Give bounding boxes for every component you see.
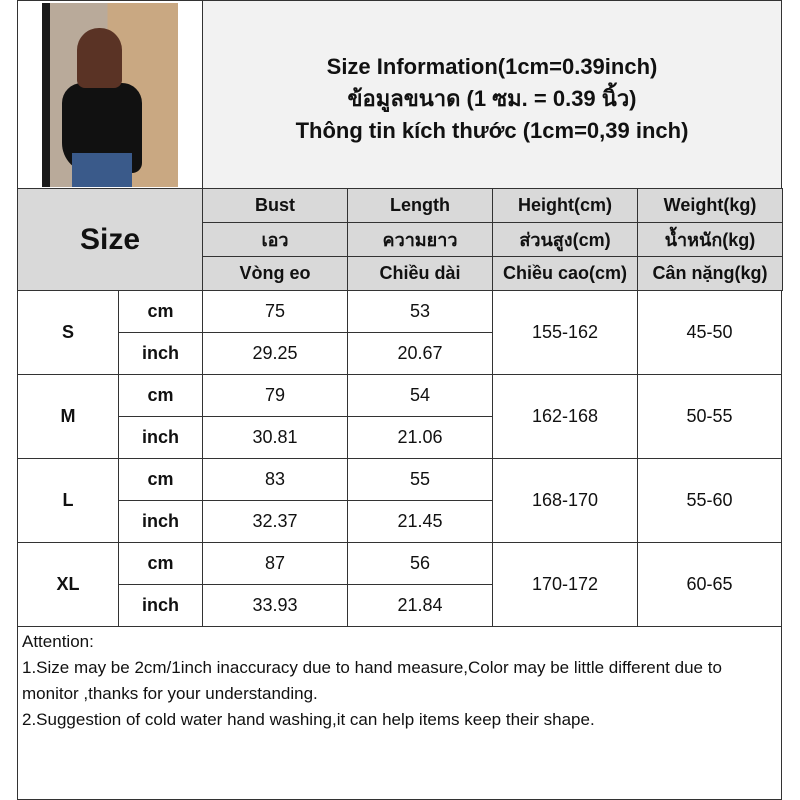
- attention-heading: Attention:: [22, 632, 94, 651]
- unit-label: cm: [118, 290, 203, 333]
- column-header: เอว: [202, 222, 348, 257]
- unit-label: cm: [118, 458, 203, 501]
- unit-label: inch: [118, 332, 203, 375]
- unit-label: cm: [118, 374, 203, 417]
- column-header: Chiều dài: [347, 256, 493, 291]
- weight-cell: 45-50: [637, 290, 782, 375]
- table-cell: 21.84: [347, 584, 493, 627]
- table-cell: 53: [347, 290, 493, 333]
- unit-label: cm: [118, 542, 203, 585]
- table-cell: 54: [347, 374, 493, 417]
- column-header: Chiều cao(cm): [492, 256, 638, 291]
- height-cell: 162-168: [492, 374, 638, 459]
- attention-notes: Attention: 1.Size may be 2cm/1inch inacc…: [17, 626, 782, 800]
- size-header: Size: [17, 188, 203, 291]
- column-header: Cân nặng(kg): [637, 256, 783, 291]
- weight-cell: 50-55: [637, 374, 782, 459]
- column-header: Bust: [202, 188, 348, 223]
- size-label-S: S: [17, 290, 119, 375]
- size-label-XL: XL: [17, 542, 119, 627]
- product-photo-cell: [17, 0, 203, 189]
- table-cell: 83: [202, 458, 348, 501]
- column-header: Length: [347, 188, 493, 223]
- table-cell: 33.93: [202, 584, 348, 627]
- table-cell: 21.45: [347, 500, 493, 543]
- attention-line-1: 1.Size may be 2cm/1inch inaccuracy due t…: [22, 658, 722, 703]
- table-cell: 56: [347, 542, 493, 585]
- model-jeans: [72, 152, 132, 187]
- unit-label: inch: [118, 416, 203, 459]
- product-photo: [42, 2, 178, 187]
- column-header: ส่วนสูง(cm): [492, 222, 638, 257]
- title-line-th: ข้อมูลขนาด (1 ซม. = 0.39 นิ้ว): [347, 86, 637, 111]
- unit-label: inch: [118, 500, 203, 543]
- column-header: Height(cm): [492, 188, 638, 223]
- weight-cell: 55-60: [637, 458, 782, 543]
- size-label-L: L: [17, 458, 119, 543]
- height-cell: 170-172: [492, 542, 638, 627]
- table-cell: 32.37: [202, 500, 348, 543]
- table-cell: 55: [347, 458, 493, 501]
- table-cell: 75: [202, 290, 348, 333]
- model-hair: [77, 27, 122, 88]
- attention-line-2: 2.Suggestion of cold water hand washing,…: [22, 710, 595, 729]
- column-header: ความยาว: [347, 222, 493, 257]
- height-cell: 168-170: [492, 458, 638, 543]
- table-cell: 30.81: [202, 416, 348, 459]
- column-header: น้ำหนัก(kg): [637, 222, 783, 257]
- table-cell: 29.25: [202, 332, 348, 375]
- table-cell: 87: [202, 542, 348, 585]
- title-line-en: Size Information(1cm=0.39inch): [326, 54, 658, 79]
- weight-cell: 60-65: [637, 542, 782, 627]
- column-header: Vòng eo: [202, 256, 348, 291]
- size-info-title: Size Information(1cm=0.39inch) ข้อมูลขนา…: [202, 0, 782, 189]
- size-label-M: M: [17, 374, 119, 459]
- table-cell: 21.06: [347, 416, 493, 459]
- table-cell: 20.67: [347, 332, 493, 375]
- height-cell: 155-162: [492, 290, 638, 375]
- title-line-vi: Thông tin kích thước (1cm=0,39 inch): [295, 118, 689, 143]
- column-header: Weight(kg): [637, 188, 783, 223]
- unit-label: inch: [118, 584, 203, 627]
- table-cell: 79: [202, 374, 348, 417]
